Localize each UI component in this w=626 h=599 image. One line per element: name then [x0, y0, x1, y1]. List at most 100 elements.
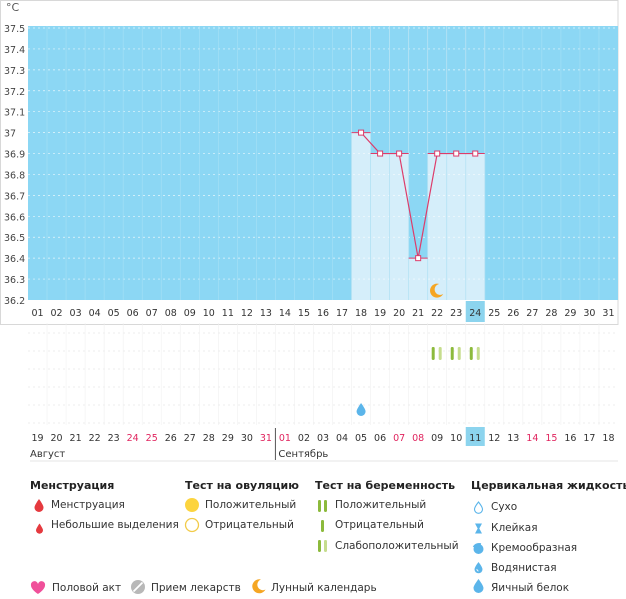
- legend-ovulation-title: Тест на овуляцию: [185, 479, 299, 492]
- legend-pregnancy-title: Тест на беременность: [315, 479, 456, 492]
- faint-bar-icon: [316, 538, 330, 557]
- cycle-day-label: 17: [336, 308, 348, 319]
- cycle-day-label: 16: [317, 308, 329, 319]
- pregnancy-test-mark: [450, 347, 454, 360]
- y-tick-label: 36.4: [4, 254, 25, 265]
- temperature-point: [472, 150, 479, 157]
- cycle-day-label: 08: [165, 308, 177, 319]
- cycle-day-label: 20: [393, 308, 405, 319]
- cycle-day-label: 10: [203, 308, 215, 319]
- today-date-highlight: [465, 427, 485, 446]
- y-tick-label: 37: [4, 129, 16, 140]
- temperature-point: [453, 150, 460, 157]
- temperature-point: [434, 150, 441, 157]
- y-tick-label: 36.2: [4, 296, 25, 307]
- calendar-date-label: 07: [393, 433, 405, 444]
- calendar-date-label: 26: [165, 433, 177, 444]
- recorded-column: [465, 153, 485, 300]
- recorded-column: [389, 153, 409, 300]
- double-bar-icon: [316, 498, 330, 517]
- calendar-date-label: 03: [317, 433, 329, 444]
- cycle-day-label: 11: [222, 308, 234, 319]
- legend-fluid-creamy-label: Кремообразная: [491, 542, 578, 554]
- cycle-day-label: 19: [374, 308, 386, 319]
- calendar-date-label: 25: [146, 433, 158, 444]
- cycle-day-label: 18: [355, 308, 367, 319]
- legend-intercourse-label: Половой акт: [52, 582, 122, 594]
- y-tick-label: 36.3: [4, 275, 25, 286]
- drop-small-red-icon: [35, 519, 44, 538]
- y-tick-label: 37.1: [4, 108, 25, 119]
- fluid-watery-mark: [356, 403, 366, 416]
- calendar-date-label: 12: [488, 433, 500, 444]
- heart-icon: [30, 580, 46, 599]
- month-label: Сентябрь: [278, 449, 328, 460]
- legend-fluid-title: Цервикальная жидкость: [471, 479, 626, 492]
- moon-icon: [251, 578, 267, 598]
- calendar-date-label: 10: [450, 433, 462, 444]
- cycle-day-label: 23: [450, 308, 462, 319]
- legend-pregnancy-negative-label: Отрицательный: [335, 519, 424, 531]
- y-tick-label: 37.2: [4, 87, 25, 98]
- calendar-date-label: 11: [469, 433, 481, 444]
- cycle-day-label: 22: [431, 308, 443, 319]
- single-bar-icon: [316, 518, 330, 537]
- y-tick-label: 36.9: [4, 150, 25, 161]
- recorded-column: [370, 153, 390, 300]
- legend-medication-label: Прием лекарств: [151, 582, 241, 594]
- temperature-point: [377, 150, 384, 157]
- cycle-day-label: 28: [545, 308, 557, 319]
- cycle-day-label: 21: [412, 308, 424, 319]
- moon-icon: [430, 283, 444, 298]
- y-tick-label: 37.5: [4, 24, 25, 35]
- calendar-date-label: 19: [31, 433, 43, 444]
- cycle-day-label: 27: [526, 308, 538, 319]
- recorded-column: [446, 153, 466, 300]
- dry-drop-icon: [473, 499, 484, 518]
- calendar-date-label: 16: [564, 433, 576, 444]
- calendar-date-label: 28: [203, 433, 215, 444]
- pregnancy-test-mark: [438, 347, 442, 360]
- pregnancy-test-mark: [457, 347, 461, 360]
- drop-red-icon: [33, 497, 45, 516]
- pill-icon: [130, 579, 146, 599]
- cycle-day-label: 29: [564, 308, 576, 319]
- calendar-date-label: 13: [507, 433, 519, 444]
- legend-pregnancy-weak-label: Слабоположительный: [335, 540, 459, 552]
- calendar-date-label: 24: [127, 433, 139, 444]
- creamy-icon: [472, 540, 485, 559]
- temperature-point: [396, 150, 403, 157]
- y-tick-label: 37.4: [4, 45, 25, 56]
- legend-fluid-dry-label: Сухо: [491, 501, 518, 513]
- temperature-point: [415, 255, 422, 262]
- calendar-date-label: 06: [374, 433, 386, 444]
- calendar-date-label: 08: [412, 433, 424, 444]
- calendar-date-label: 02: [298, 433, 310, 444]
- calendar-date-label: 04: [336, 433, 348, 444]
- watery-drop-icon: [473, 559, 484, 578]
- egg-white-drop-icon: [472, 578, 485, 597]
- cycle-day-label: 30: [583, 308, 595, 319]
- cycle-day-label: 09: [184, 308, 196, 319]
- calendar-date-label: 21: [70, 433, 82, 444]
- cycle-day-label: 06: [127, 308, 139, 319]
- y-tick-label: 37.3: [4, 66, 25, 77]
- temperature-point: [358, 129, 365, 136]
- cycle-day-label: 03: [70, 308, 82, 319]
- y-tick-label: 36.5: [4, 233, 25, 244]
- cycle-day-label: 07: [146, 308, 158, 319]
- cycle-day-label: 13: [260, 308, 272, 319]
- calendar-date-label: 17: [583, 433, 595, 444]
- cycle-day-label: 24: [469, 308, 481, 319]
- legend-menstruation-title: Менструация: [30, 479, 115, 492]
- pregnancy-test-mark: [469, 347, 473, 360]
- month-label: Август: [30, 449, 65, 460]
- legend-ovulation-positive-label: Положительный: [205, 499, 297, 511]
- calendar-date-label: 23: [108, 433, 120, 444]
- cycle-day-label: 14: [279, 308, 291, 319]
- legend-spotting-label: Небольшие выделения: [51, 519, 179, 531]
- recorded-column: [351, 132, 371, 300]
- legend-lunar-label: Лунный календарь: [271, 582, 377, 594]
- cycle-day-label: 25: [488, 308, 500, 319]
